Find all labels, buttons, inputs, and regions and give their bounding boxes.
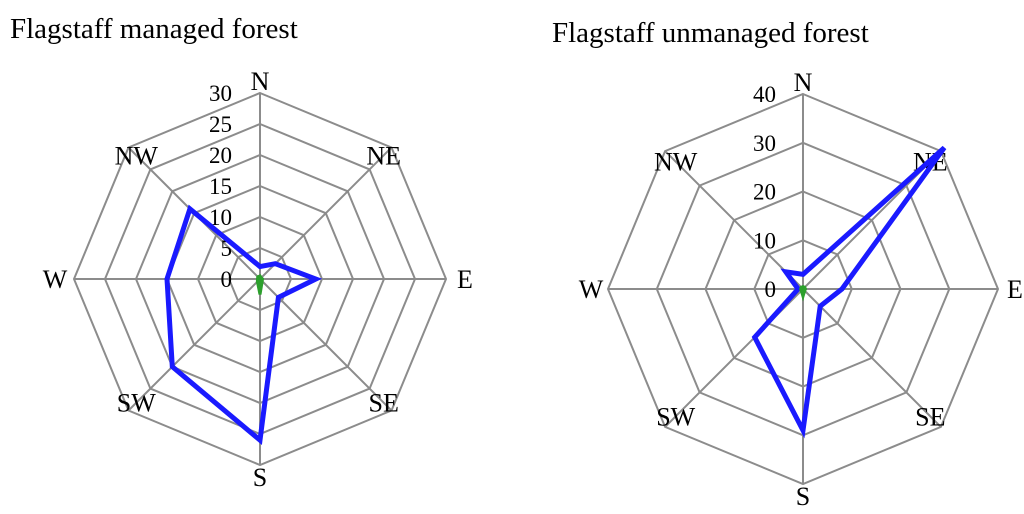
direction-label-ne: NE xyxy=(366,141,401,170)
direction-label-s: S xyxy=(253,463,267,492)
r-tick-label: 20 xyxy=(209,143,232,168)
chart-title: Flagstaff unmanaged forest xyxy=(552,17,869,49)
r-tick-label: 0 xyxy=(221,267,233,292)
r-tick-label: 10 xyxy=(209,205,232,230)
direction-label-sw: SW xyxy=(117,389,156,418)
spoke-se xyxy=(802,288,942,428)
series-line-2 xyxy=(798,284,808,302)
r-tick-label: 30 xyxy=(209,81,232,106)
series-line-1 xyxy=(164,204,323,446)
r-tick-label: 40 xyxy=(753,82,776,107)
direction-label-e: E xyxy=(1007,275,1023,304)
r-tick-label: 20 xyxy=(753,180,776,205)
direction-label-se: SE xyxy=(369,389,399,418)
r-tick-label: 5 xyxy=(221,236,233,261)
direction-label-w: W xyxy=(579,275,604,304)
direction-label-nw: NW xyxy=(654,148,698,177)
direction-label-s: S xyxy=(796,482,810,511)
spoke-nw xyxy=(664,150,804,290)
spoke-se xyxy=(259,278,393,412)
series-line-2 xyxy=(255,274,265,295)
radar-chart-1: Flagstaff managed forest 0 5 10 15 20 25 30 N NE E… xyxy=(10,13,473,492)
direction-label-sw: SW xyxy=(656,402,695,431)
spoke-ne xyxy=(259,146,393,280)
direction-label-n: N xyxy=(794,68,813,97)
r-tick-label: 30 xyxy=(753,131,776,156)
r-tick-label: 25 xyxy=(209,112,232,137)
direction-label-n: N xyxy=(251,67,270,96)
direction-label-e: E xyxy=(457,265,473,294)
direction-label-nw: NW xyxy=(115,141,159,170)
spoke-sw xyxy=(127,278,261,412)
r-tick-label: 15 xyxy=(209,174,232,199)
r-tick-label: 10 xyxy=(753,228,776,253)
direction-label-w: W xyxy=(43,265,68,294)
chart-title: Flagstaff managed forest xyxy=(10,13,298,45)
direction-label-se: SE xyxy=(915,402,945,431)
r-tick-label: 0 xyxy=(765,277,777,302)
series-line-1 xyxy=(751,145,947,439)
